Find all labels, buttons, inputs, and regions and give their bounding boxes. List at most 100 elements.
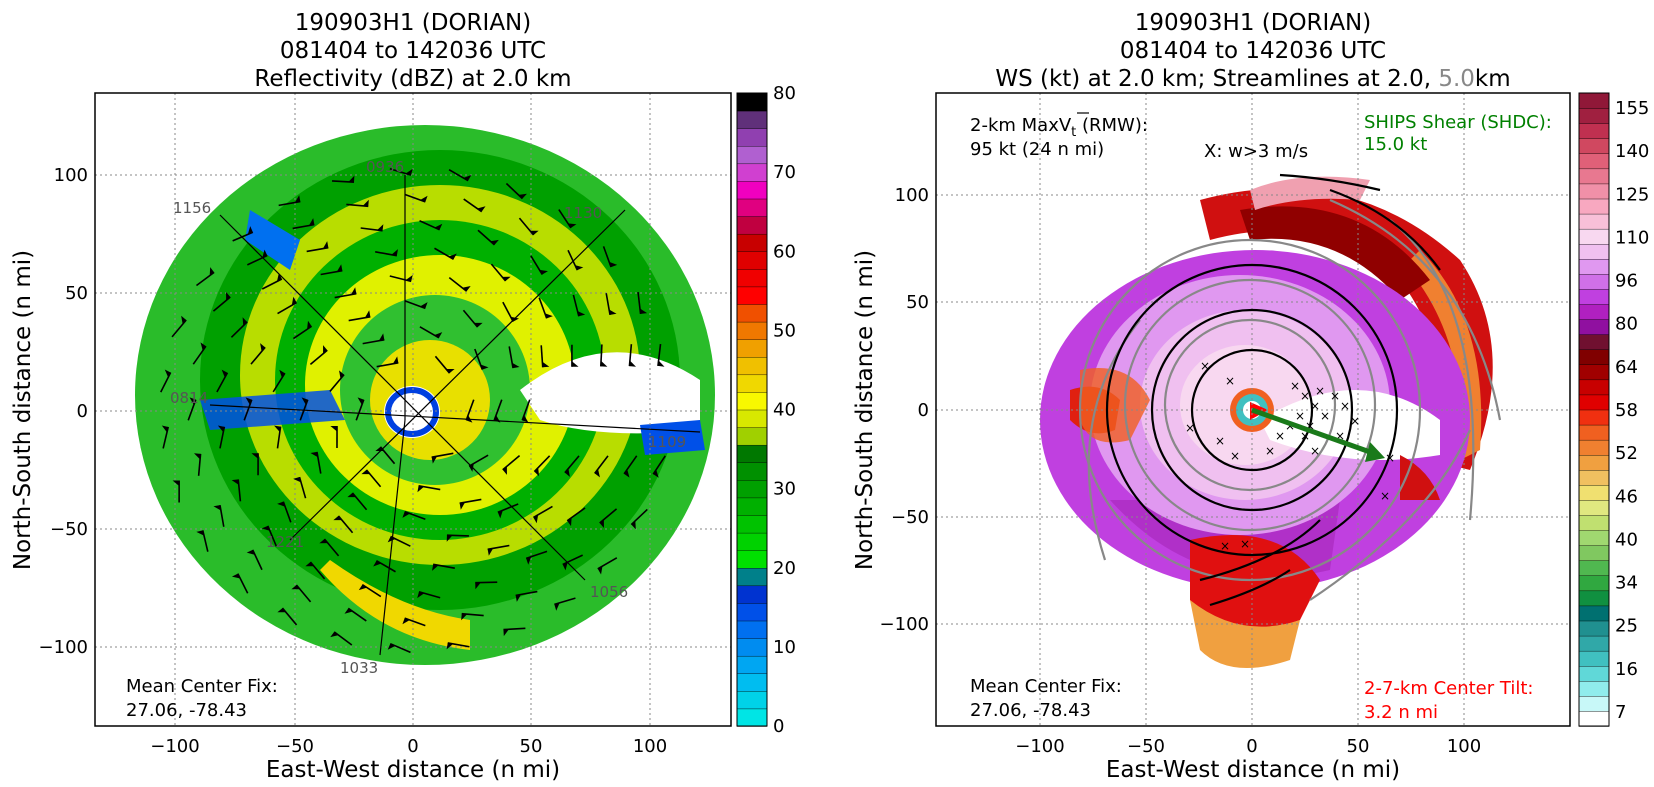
colorbar-tick-label: 125 bbox=[1615, 184, 1649, 205]
shear-label: SHIPS Shear (SHDC): bbox=[1364, 112, 1552, 133]
wind-barb-shaft bbox=[361, 583, 382, 598]
colorbar-swatch bbox=[1578, 695, 1610, 712]
colorbar-swatch bbox=[1578, 650, 1610, 667]
colorbar-swatch bbox=[1578, 258, 1610, 275]
wind-barb-shaft bbox=[597, 557, 618, 570]
updraft-x-mark: × bbox=[1230, 449, 1240, 463]
wind-barb-shaft bbox=[277, 301, 298, 315]
left-plot-border bbox=[94, 92, 732, 727]
updraft-x-mark: × bbox=[1350, 414, 1360, 428]
right-ytick-50: 50 bbox=[906, 292, 929, 313]
left-flight-track bbox=[209, 175, 701, 656]
colorbar-swatch bbox=[1578, 138, 1610, 154]
wind-barb-shaft bbox=[187, 399, 197, 421]
colorbar-swatch bbox=[736, 620, 768, 639]
colorbar-swatch bbox=[736, 532, 768, 551]
left-ytick-m50: −50 bbox=[50, 519, 88, 540]
wind-barb-pennant bbox=[344, 608, 353, 614]
wind-barb-shaft bbox=[572, 294, 580, 317]
wind-barb-shaft bbox=[267, 525, 278, 547]
updraft-x-mark: × bbox=[1290, 379, 1300, 393]
refl-south-yellow bbox=[320, 560, 470, 650]
right-title-line-3: WS (kt) at 2.0 km; Streamlines at 2.0, 5… bbox=[995, 66, 1510, 92]
wind-barb-pennant bbox=[631, 520, 636, 530]
right-title-line-1: 190903H1 (DORIAN) bbox=[1135, 10, 1372, 36]
refl-eye bbox=[384, 386, 440, 438]
wind-barb-pennant bbox=[597, 566, 603, 575]
wind-barb-pennant bbox=[475, 582, 481, 590]
wind-barb-pennant bbox=[417, 591, 425, 599]
right-ytick-m100: −100 bbox=[880, 614, 929, 635]
colorbar-tick-label: 16 bbox=[1615, 659, 1638, 680]
colorbar-swatch bbox=[736, 585, 768, 604]
updraft-x-mark: × bbox=[1295, 409, 1305, 423]
wind-barb-pennant bbox=[172, 480, 180, 487]
wind-barb-shaft bbox=[230, 321, 248, 338]
wind-barb-pennant bbox=[562, 562, 568, 571]
wind-barb-pennant bbox=[402, 618, 410, 625]
colorbar-tick-label: 25 bbox=[1615, 616, 1638, 637]
wind-barb-pennant bbox=[301, 397, 308, 405]
colorbar-swatch bbox=[1578, 544, 1610, 561]
wind-barb-shaft bbox=[477, 229, 496, 246]
updraft-x-mark: × bbox=[1300, 429, 1310, 443]
wind-barb-shaft bbox=[419, 220, 440, 231]
updraft-x-mark: × bbox=[1320, 409, 1330, 423]
wind-barb-pennant bbox=[446, 642, 454, 650]
colorbar-swatch bbox=[736, 391, 768, 411]
colorbar-tick-label: 20 bbox=[773, 558, 796, 579]
colorbar-swatch bbox=[1578, 499, 1610, 516]
wind-barb-pennant bbox=[387, 643, 396, 650]
updraft-x-mark: × bbox=[1215, 434, 1225, 448]
wind-barb-pennant bbox=[308, 218, 315, 226]
wind-barb-shaft bbox=[237, 479, 242, 502]
colorbar-swatch bbox=[1578, 333, 1610, 350]
left-center-fix-label: Mean Center Fix: bbox=[126, 676, 278, 697]
colorbar-tick-label: 155 bbox=[1615, 98, 1649, 119]
updraft-x-mark: × bbox=[1380, 489, 1390, 503]
wind-barb-pennant bbox=[392, 356, 399, 364]
left-xtick-m100: −100 bbox=[150, 736, 199, 757]
wind-barb-shaft bbox=[594, 455, 609, 474]
colorbar-swatch bbox=[736, 690, 768, 710]
wind-barb-pennant bbox=[463, 174, 472, 181]
wind-barb-pennant bbox=[231, 479, 239, 485]
wind-barb-pennant bbox=[420, 195, 428, 202]
wind-barb-pennant bbox=[434, 332, 443, 338]
colorbar-swatch bbox=[1578, 243, 1610, 260]
refl-east-blue bbox=[640, 420, 705, 455]
wind-barb-shaft bbox=[360, 227, 383, 232]
colorbar-swatch bbox=[1578, 514, 1610, 531]
wind-barb-pennant bbox=[534, 467, 540, 477]
refl-nw-blue-spot bbox=[245, 210, 300, 270]
ws-west-orange bbox=[1080, 368, 1150, 443]
wind-barb-pennant bbox=[196, 530, 205, 536]
updraft-x-mark: × bbox=[1220, 539, 1230, 553]
wind-barb-pennant bbox=[518, 193, 527, 199]
wind-barb-pennant bbox=[657, 360, 665, 367]
wind-barb-pennant bbox=[378, 333, 385, 341]
max-wind-label-after: (RMW): bbox=[1076, 115, 1148, 136]
wind-barb-pennant bbox=[446, 368, 455, 374]
wind-barb-shaft bbox=[447, 642, 470, 648]
colorbar-swatch bbox=[736, 426, 768, 446]
colorbar-swatch bbox=[1578, 409, 1610, 426]
wind-barb-pennant bbox=[432, 564, 439, 571]
left-ytick-0: 0 bbox=[77, 401, 88, 422]
colorbar-swatch bbox=[1578, 303, 1610, 320]
right-y-axis-label: North-South distance (n mi) bbox=[852, 250, 878, 570]
wind-barb-pennant bbox=[639, 308, 648, 314]
colorbar-swatch bbox=[1578, 710, 1610, 727]
left-colorbar-labels: 0 10 20 30 40 50 60 70 80 bbox=[773, 83, 796, 737]
max-wind-value: 95 kt (24 n mi) bbox=[970, 139, 1104, 160]
updraft-x-mark: × bbox=[1200, 359, 1210, 373]
wind-barb-pennant bbox=[502, 466, 507, 475]
left-x-tick-labels: −100 −50 0 50 100 bbox=[150, 736, 667, 757]
left-title-line-2: 081404 to 142036 UTC bbox=[280, 38, 546, 64]
wind-barb-pennant bbox=[319, 538, 328, 544]
colorbar-swatch bbox=[736, 145, 768, 165]
wind-barb-shaft bbox=[493, 399, 503, 421]
colorbar-swatch bbox=[736, 374, 768, 393]
colorbar-swatch bbox=[1578, 575, 1610, 592]
leg-label-0936: 0936 bbox=[366, 158, 404, 176]
